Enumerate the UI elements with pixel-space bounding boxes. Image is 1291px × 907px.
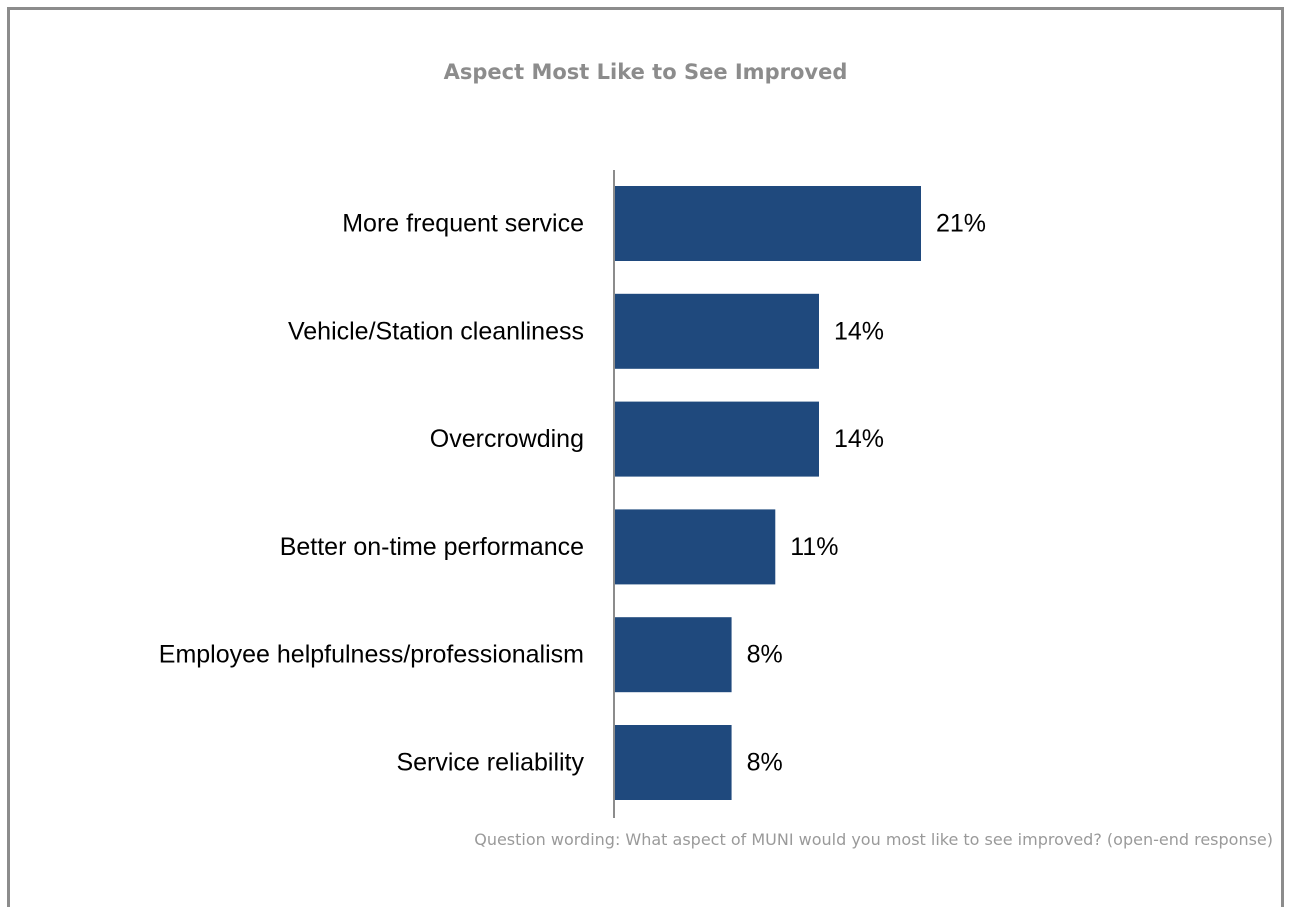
category-label: Better on-time performance — [280, 533, 584, 561]
category-label: Service reliability — [396, 749, 584, 777]
bar — [615, 401, 819, 477]
bar — [615, 186, 921, 261]
data-label: 8% — [747, 641, 783, 669]
category-label: More frequent service — [342, 210, 584, 238]
data-label: 8% — [747, 749, 783, 777]
chart-frame — [7, 7, 1284, 907]
bar — [615, 725, 732, 800]
bar — [615, 293, 819, 369]
data-label: 14% — [834, 425, 884, 453]
question-wording-footnote: Question wording: What aspect of MUNI wo… — [474, 830, 1273, 849]
chart-title: Aspect Most Like to See Improved — [443, 60, 848, 84]
bar — [615, 509, 776, 585]
data-label: 21% — [936, 210, 986, 238]
data-label: 14% — [834, 317, 884, 345]
bar — [615, 617, 732, 693]
category-label: Vehicle/Station cleanliness — [288, 317, 584, 345]
category-label: Overcrowding — [430, 425, 584, 453]
data-label: 11% — [790, 533, 838, 561]
category-label: Employee helpfulness/professionalism — [159, 641, 584, 669]
